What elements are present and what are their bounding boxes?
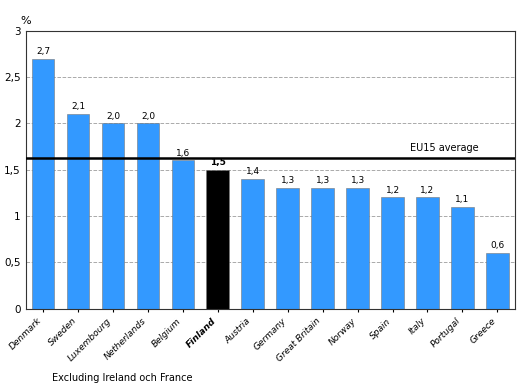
Bar <box>102 123 125 309</box>
Text: 1,2: 1,2 <box>420 186 434 195</box>
Bar <box>67 114 89 309</box>
Text: 1,3: 1,3 <box>350 176 365 185</box>
Text: 2,7: 2,7 <box>36 47 50 56</box>
Text: 1,2: 1,2 <box>386 186 400 195</box>
Text: 2,0: 2,0 <box>106 111 120 121</box>
Text: 0,6: 0,6 <box>490 241 504 250</box>
Text: %: % <box>20 16 31 26</box>
Text: 1,1: 1,1 <box>455 195 470 204</box>
Bar <box>241 179 264 309</box>
Text: 1,5: 1,5 <box>210 158 226 167</box>
Text: 1,3: 1,3 <box>316 176 330 185</box>
Bar <box>416 197 439 309</box>
Text: 1,3: 1,3 <box>281 176 295 185</box>
Bar <box>381 197 404 309</box>
Bar <box>136 123 159 309</box>
Text: 2,1: 2,1 <box>71 102 85 111</box>
Text: 1,4: 1,4 <box>245 167 260 176</box>
Text: 2,0: 2,0 <box>141 111 155 121</box>
Bar <box>486 253 509 309</box>
Bar <box>311 188 334 309</box>
Bar <box>346 188 369 309</box>
Bar <box>172 161 194 309</box>
Text: Excluding Ireland och France: Excluding Ireland och France <box>52 373 193 383</box>
Text: 1,6: 1,6 <box>176 149 190 158</box>
Text: EU15 average: EU15 average <box>410 143 479 153</box>
Bar <box>32 58 54 309</box>
Bar <box>451 207 474 309</box>
Bar <box>276 188 299 309</box>
Bar <box>207 170 229 309</box>
